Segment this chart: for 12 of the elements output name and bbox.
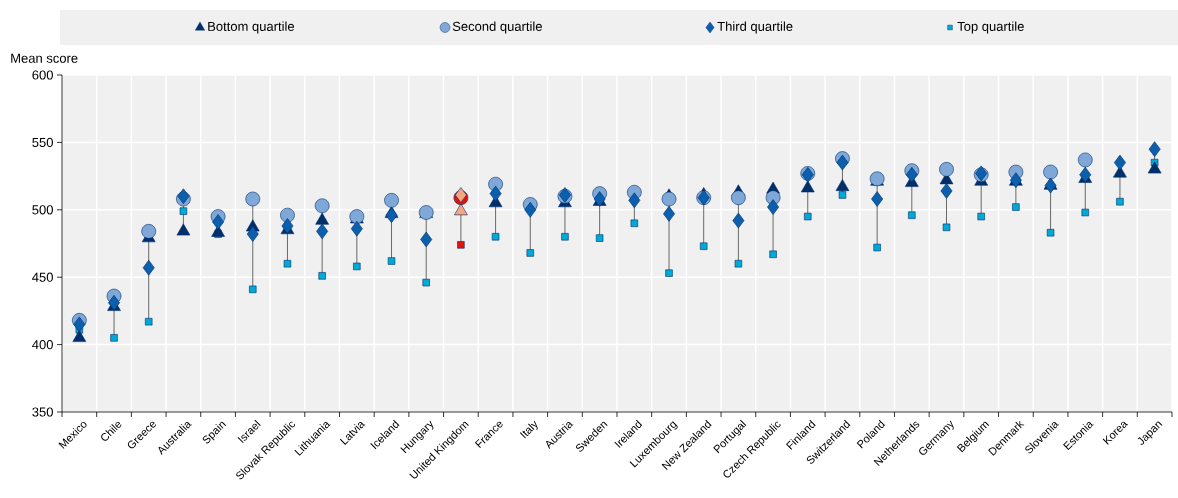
y-tick-label: 400 [32, 339, 53, 350]
legend-label: Second quartile [452, 21, 542, 34]
y-tick-label: 600 [32, 70, 53, 80]
y-tick-label: 550 [32, 137, 53, 147]
y-tick-label: 350 [32, 407, 53, 417]
y-tick-label: 500 [32, 205, 53, 215]
legend-label: Top quartile [957, 21, 1024, 34]
y-axis-title: Mean score [11, 53, 78, 63]
legend-label: Bottom quartile [208, 21, 295, 34]
y-tick-label: 450 [32, 272, 53, 282]
x-tick-label: Italy [519, 420, 538, 439]
legend-label: Third quartile [717, 21, 793, 34]
